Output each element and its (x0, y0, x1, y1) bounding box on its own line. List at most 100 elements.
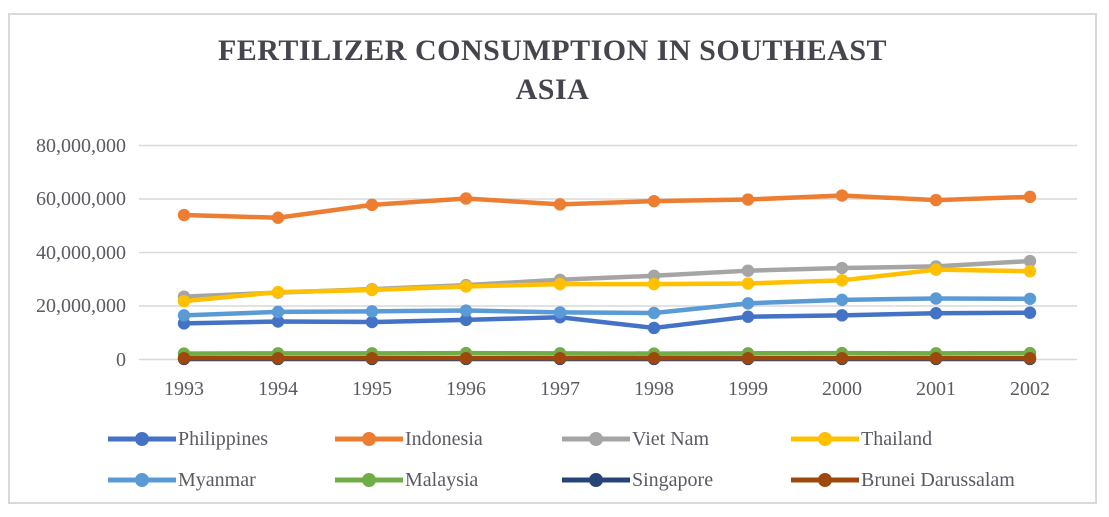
legend-item-brunei-darussalam: Brunei Darussalam (790, 469, 1015, 491)
data-point-marker (647, 321, 661, 335)
legend-marker-icon (335, 432, 403, 446)
data-point-marker (1023, 306, 1037, 319)
x-axis-tick-label: 2000 (822, 378, 862, 400)
data-point-marker (177, 294, 191, 308)
series-viet-nam (177, 254, 1037, 303)
data-point-marker (835, 261, 849, 275)
x-axis-tick-label: 1995 (352, 378, 392, 400)
data-point-marker (835, 351, 849, 365)
legend-marker-icon (562, 432, 630, 446)
y-axis-tick-label: 60,000,000 (36, 188, 126, 210)
data-point-marker (647, 277, 661, 291)
legend-label: Malaysia (405, 468, 479, 491)
data-point-marker (271, 305, 285, 319)
data-point-marker (459, 280, 473, 293)
data-point-marker (647, 194, 661, 208)
data-point-marker (1023, 190, 1037, 204)
y-axis-tick-label: 0 (116, 348, 126, 371)
legend-label: Brunei Darussalam (861, 468, 1015, 491)
series-line (181, 350, 1033, 356)
legend-marker-icon (791, 432, 859, 446)
data-point-marker (459, 192, 473, 205)
series-indonesia (177, 189, 1037, 224)
data-point-marker (647, 306, 661, 320)
data-point-marker (365, 305, 379, 318)
data-point-marker (365, 351, 379, 365)
data-point-marker (271, 285, 285, 299)
y-axis-tick-label: 80,000,000 (36, 134, 126, 157)
legend-label: Singapore (632, 468, 714, 491)
plot-area (139, 144, 1077, 366)
data-point-marker (835, 274, 849, 287)
data-point-marker (365, 283, 379, 297)
legend-item-indonesia: Indonesia (334, 428, 483, 450)
data-point-marker (741, 310, 755, 323)
data-point-marker (1023, 265, 1037, 278)
data-point-marker (929, 351, 943, 365)
data-point-marker (459, 351, 473, 365)
data-point-marker (271, 315, 285, 328)
data-point-marker (929, 263, 943, 276)
legend-label: Philippines (178, 427, 269, 450)
legend-item-thailand: Thailand (790, 428, 932, 450)
data-point-marker (741, 277, 755, 290)
data-point-marker (1023, 292, 1037, 305)
y-axis-tick-label: 20,000,000 (36, 295, 126, 317)
x-axis-tick-label: 1998 (634, 378, 674, 400)
legend-item-philippines: Philippines (107, 428, 268, 450)
legend-label: Myanmar (178, 468, 256, 491)
series-thailand (177, 263, 1037, 308)
data-point-marker (271, 211, 285, 224)
legend-item-malaysia: Malaysia (334, 469, 478, 491)
series-myanmar (177, 292, 1037, 322)
chart-title: FERTILIZER CONSUMPTION IN SOUTHEAST ASIA (103, 31, 1003, 109)
data-point-marker (365, 315, 379, 329)
data-point-marker (929, 292, 943, 305)
data-point-marker (553, 277, 567, 291)
legend-label: Viet Nam (632, 427, 710, 450)
x-axis-tick-label: 1997 (540, 378, 580, 400)
data-point-marker (553, 306, 567, 319)
series-brunei-darussalam (177, 351, 1037, 365)
data-point-marker (929, 193, 943, 207)
series-line (181, 267, 1033, 304)
x-axis-tick-label: 1999 (728, 378, 768, 400)
chart-frame: FERTILIZER CONSUMPTION IN SOUTHEAST ASIA… (8, 13, 1097, 504)
legend-marker-icon (108, 473, 176, 487)
data-point-marker (835, 189, 849, 202)
data-point-marker (741, 193, 755, 206)
legend-label: Thailand (861, 427, 933, 450)
chart-title-line-1: FERTILIZER CONSUMPTION IN SOUTHEAST (217, 34, 888, 67)
data-point-marker (459, 304, 473, 317)
data-point-marker (835, 293, 849, 307)
legend-marker-icon (791, 473, 859, 487)
x-axis-tick-label: 2002 (1010, 378, 1050, 400)
data-point-marker (459, 313, 473, 327)
series-line (181, 310, 1033, 331)
data-point-marker (741, 264, 755, 277)
data-point-marker (177, 208, 191, 222)
legend-label: Indonesia (405, 427, 483, 450)
legend-marker-icon (335, 473, 403, 487)
data-point-marker (177, 351, 191, 365)
data-point-marker (177, 309, 191, 322)
data-point-marker (1023, 254, 1037, 268)
x-axis-tick-label: 1996 (446, 378, 486, 400)
legend-marker-icon (108, 432, 176, 446)
legend-item-myanmar: Myanmar (107, 469, 256, 491)
data-point-marker (835, 309, 849, 322)
data-point-marker (553, 198, 567, 211)
legend-marker-icon (562, 473, 630, 487)
data-point-marker (741, 297, 755, 310)
data-point-marker (647, 351, 661, 365)
legend-item-singapore: Singapore (561, 469, 713, 491)
data-point-marker (365, 198, 379, 212)
data-point-marker (929, 307, 943, 320)
data-point-marker (271, 351, 285, 365)
series-line (181, 296, 1033, 318)
x-axis-tick-label: 1994 (258, 378, 298, 400)
chart-title-line-2: ASIA (515, 73, 590, 106)
data-point-marker (741, 351, 755, 365)
data-point-marker (1023, 351, 1037, 365)
x-axis-tick-label: 2001 (916, 378, 956, 400)
